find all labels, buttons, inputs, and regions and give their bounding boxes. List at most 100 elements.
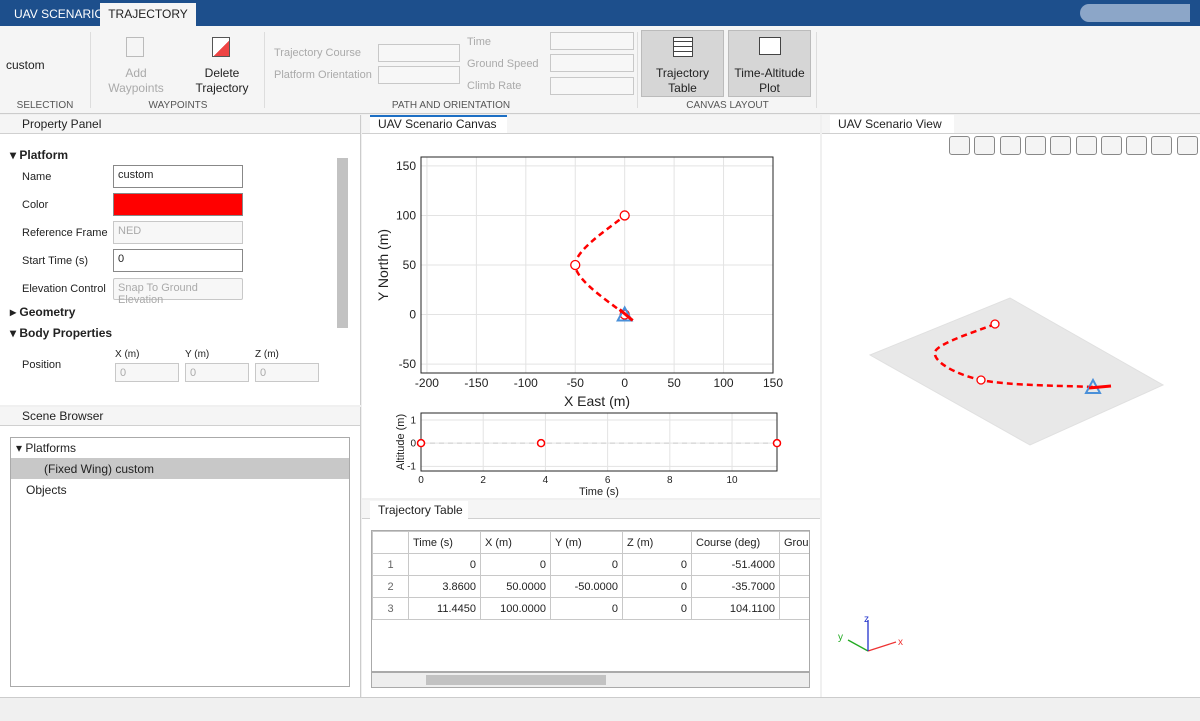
selection-value[interactable]: custom: [6, 58, 45, 72]
section-label: SELECTION: [16, 100, 74, 111]
icon: [126, 37, 144, 57]
field-label: Position: [22, 359, 62, 371]
scene-browser: [0, 407, 361, 697]
text-field[interactable]: 0: [185, 363, 249, 382]
column-header: Y (m): [550, 531, 623, 554]
column-header: Time (s): [408, 531, 481, 554]
dropdown[interactable]: NED: [113, 221, 243, 244]
text-field[interactable]: 0: [115, 363, 179, 382]
view-tool[interactable]: [1100, 136, 1122, 155]
axis-label: Y (m): [185, 349, 210, 360]
view-tool[interactable]: [1126, 136, 1148, 155]
button[interactable]: Add Waypoints: [108, 66, 164, 95]
canvas-panel: [362, 115, 820, 498]
text-field[interactable]: 0: [113, 249, 243, 272]
dropdown[interactable]: [550, 54, 634, 72]
tree-label: Platforms: [25, 441, 77, 455]
axis-label: Z (m): [255, 349, 279, 360]
button-label: Time-Altitude Plot: [734, 66, 805, 95]
column-header: Course (deg): [691, 531, 780, 554]
view-panel: [822, 115, 1200, 697]
button-label: Trajectory Table: [656, 66, 709, 95]
field-label: Climb Rate: [467, 80, 522, 92]
view-tool[interactable]: [1176, 136, 1198, 155]
field-label: Platform Orientation: [274, 69, 372, 81]
cell-empty: [779, 575, 809, 598]
tab[interactable]: UAV SCENARIO: [14, 7, 104, 21]
section-label: CANVAS LAYOUT: [686, 100, 769, 111]
separator: [264, 32, 265, 108]
panel-header: [0, 407, 360, 426]
color-field[interactable]: [113, 193, 243, 216]
view-tool[interactable]: [999, 136, 1021, 155]
separator: [637, 32, 638, 108]
tree-node[interactable]: ▾ Platforms: [16, 441, 77, 455]
status-bar: [0, 697, 1200, 721]
section-title: Body Properties: [19, 326, 113, 340]
view-tool[interactable]: [1075, 136, 1097, 155]
button[interactable]: Snap To Ground Elevation: [113, 278, 243, 306]
field-label: Time: [467, 36, 492, 48]
scrollbar[interactable]: [337, 158, 348, 328]
column-header: Grou: [779, 531, 809, 554]
toggle-button[interactable]: [641, 30, 724, 97]
text-field[interactable]: custom: [113, 165, 243, 188]
icon: [759, 37, 781, 55]
cell: -51.4000: [691, 553, 780, 576]
column-header: Z (m): [622, 531, 692, 554]
tab[interactable]: TRAJECTORY: [100, 3, 196, 26]
cell: 100.0000: [480, 597, 551, 620]
axis-label: X (m): [115, 349, 140, 360]
field-label: Ground Speed: [467, 58, 539, 70]
text-field[interactable]: 0: [255, 363, 319, 382]
panel-header: [0, 115, 360, 134]
table-row: 3 11.4450 100.0000 0 0 104.1100: [372, 597, 809, 620]
view-tool[interactable]: [974, 136, 996, 155]
h-scrollbar[interactable]: [371, 672, 810, 688]
tree-node[interactable]: Objects: [26, 483, 67, 497]
cell: 50.0000: [480, 575, 551, 598]
cell: 0: [622, 575, 692, 598]
view-tool[interactable]: [949, 136, 970, 155]
tree-item-selected[interactable]: [11, 458, 349, 479]
row-number: 3: [372, 597, 409, 620]
table-row: 1 0 0 0 0 -51.4000: [372, 553, 809, 576]
panel-title: Scene Browser: [22, 409, 104, 423]
panel-tab[interactable]: UAV Scenario Canvas: [370, 115, 507, 133]
cell: 104.1100: [691, 597, 780, 620]
header-row: Time (s) X (m) Y (m) Z (m) Course (deg) Grou: [372, 531, 809, 554]
field-label: Color: [22, 199, 49, 211]
panel-tab[interactable]: Trajectory Table: [370, 501, 468, 520]
dropdown[interactable]: [378, 66, 460, 84]
section[interactable]: ▸ Geometry: [10, 305, 76, 319]
view-tool[interactable]: [1050, 136, 1072, 155]
cell: -35.7000: [691, 575, 780, 598]
section-label: WAYPOINTS: [148, 100, 208, 111]
dropdown[interactable]: [550, 77, 634, 95]
section[interactable]: ▾ Body Properties: [10, 326, 113, 340]
icon: [673, 37, 693, 57]
field-label: Start Time (s): [22, 255, 89, 267]
tree: [10, 437, 350, 687]
field-label: Name: [22, 171, 52, 183]
table-row: 2 3.8600 50.0000 -50.0000 0 -35.7000: [372, 575, 809, 598]
cell: 0: [480, 553, 551, 576]
panel-tab[interactable]: UAV Scenario View: [830, 115, 954, 133]
cell: 3.8600: [408, 575, 481, 598]
button[interactable]: Delete Trajectory: [195, 66, 249, 95]
quick-access[interactable]: [1080, 4, 1190, 22]
field-label: Elevation Control: [22, 283, 106, 295]
cell: 0: [622, 553, 692, 576]
field-label: Reference Frame: [22, 227, 108, 239]
dropdown[interactable]: [550, 32, 634, 50]
section-title: Geometry: [19, 305, 76, 319]
icon: [212, 37, 230, 57]
panel-header: [362, 500, 820, 519]
field-label: Trajectory Course: [274, 47, 362, 59]
cell: 0: [408, 553, 481, 576]
section[interactable]: ▾ Platform: [10, 148, 69, 162]
view-tool[interactable]: [1151, 136, 1173, 155]
view-tool[interactable]: [1024, 136, 1046, 155]
dropdown[interactable]: [378, 44, 460, 62]
